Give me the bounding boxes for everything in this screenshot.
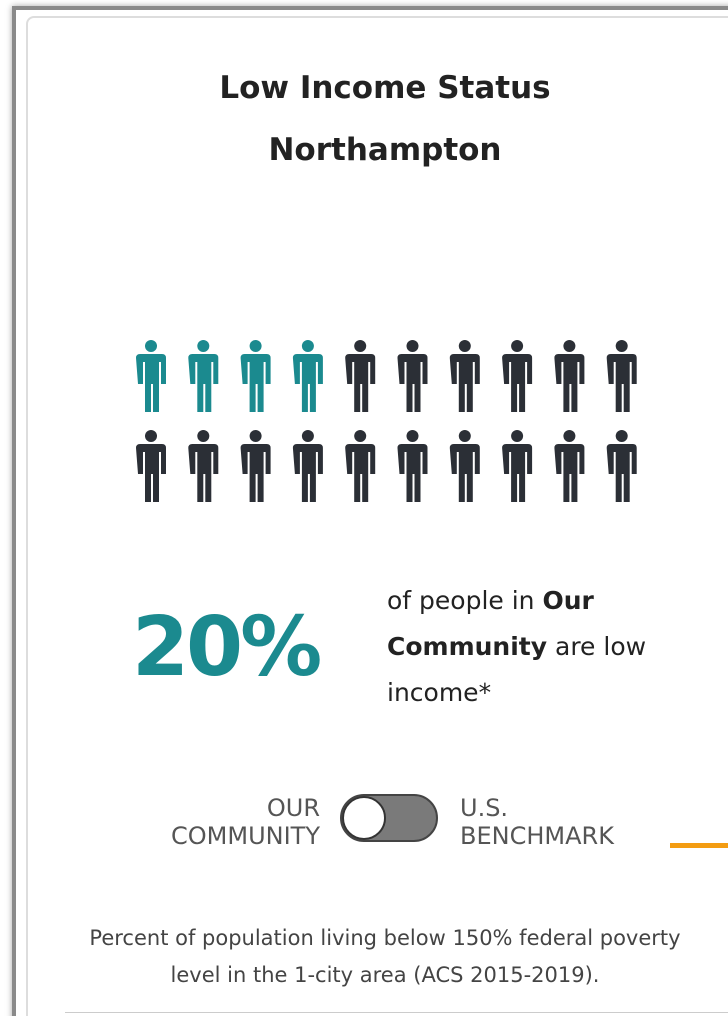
icon-body [397,354,428,412]
toggle-left-label: OUR COMMUNITY [171,794,320,850]
card [26,16,728,1016]
person-icon [397,340,428,412]
icon-body [606,354,637,412]
icon-head [197,340,210,352]
icon-head [406,340,419,352]
person-icon [502,430,533,502]
desc-bold: Our Community [387,586,594,661]
person-icon [345,430,376,502]
icon-body [136,444,166,502]
person-icon [449,430,480,502]
person-icon [292,430,323,502]
icon-body [240,354,271,412]
toggle-knob [342,796,386,840]
person-icon [136,340,166,412]
person-icon [240,340,271,412]
person-icon [554,430,585,502]
icon-head [354,430,367,442]
icon-head [615,340,628,352]
icon-head [249,430,262,442]
icon-body [292,444,323,502]
person-icon [240,430,271,502]
label-line: BENCHMARK [460,822,614,850]
icon-body [449,444,480,502]
icon-head [406,430,419,442]
person-icon [606,430,637,502]
icon-body [502,354,533,412]
stat-description: of people in Our Community are low incom… [387,578,707,716]
label-line: COMMUNITY [171,822,320,850]
icon-head [301,340,314,352]
person-icon [449,340,480,412]
icon-body [449,354,480,412]
icon-head [511,430,524,442]
icon-body [345,444,376,502]
person-icon [188,430,219,502]
icon-body [502,444,533,502]
accent-line [670,843,728,848]
icon-head [511,340,524,352]
icon-body [292,354,323,412]
stat-value: 20% [132,600,322,695]
person-icon [292,340,323,412]
icon-head [249,340,262,352]
icon-head [145,340,157,352]
person-icon [554,340,585,412]
icon-body [136,354,166,412]
icon-head [197,430,210,442]
label-line: U.S. [460,794,509,822]
icon-head [615,430,628,442]
card-subtitle: Northampton [268,132,502,168]
icon-head [145,430,157,442]
icon-head [354,340,367,352]
label-line: OUR [266,794,320,822]
person-icon [397,430,428,502]
icon-body [554,354,585,412]
icon-body [397,444,428,502]
toggle-right-label: U.S. BENCHMARK [460,794,614,850]
desc-text: are low income* [387,632,647,707]
toggle-switch[interactable] [339,793,439,845]
footnote: Percent of population living below 150% … [89,926,681,987]
person-icon [606,340,637,412]
icon-body [554,444,585,502]
icon-head [458,430,471,442]
divider [65,1012,728,1013]
icon-body [606,444,637,502]
window-border [12,6,728,1016]
desc-text: of people in [387,586,543,615]
person-icon [136,430,166,502]
icon-head [563,340,576,352]
icon-body [188,444,219,502]
icon-body [188,354,219,412]
icon-head [458,340,471,352]
person-icon [345,340,376,412]
card-title: Low Income Status [219,70,551,106]
icon-head [301,430,314,442]
icon-body [345,354,376,412]
icon-body [240,444,271,502]
person-icon [502,340,533,412]
icon-head [563,430,576,442]
person-icon [188,340,219,412]
